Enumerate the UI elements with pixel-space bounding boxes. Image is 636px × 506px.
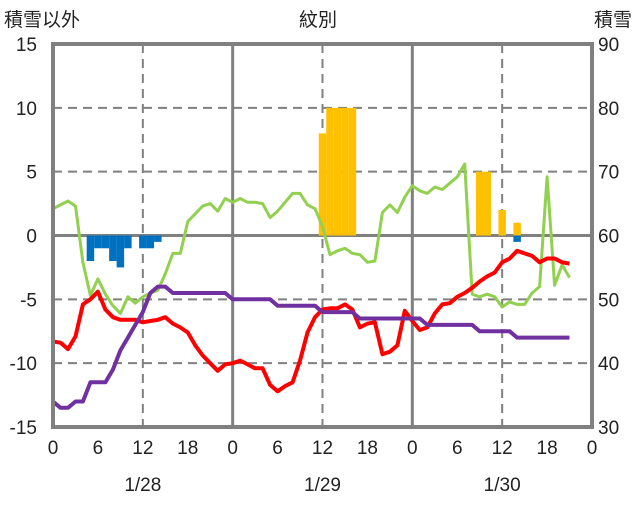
plot-frame — [51, 42, 594, 429]
purple-series-line — [51, 284, 570, 410]
right-tick-label: 60 — [598, 227, 619, 248]
right-tick-label: 30 — [598, 418, 619, 439]
decrease-bar — [139, 235, 147, 249]
left-axis-ticks: 15 10 5 0 -5 -10 -15 — [10, 35, 37, 439]
x-tick-label: 6 — [93, 438, 104, 459]
x-tick-label: 12 — [132, 438, 153, 459]
left-tick-label: 15 — [16, 35, 37, 56]
decrease-bar — [94, 235, 102, 249]
decrease-bar — [109, 235, 117, 262]
snowfall-bar — [341, 107, 349, 236]
date-label: 1/30 — [484, 475, 521, 496]
x-tick-label: 0 — [587, 438, 598, 459]
x-tick-label: 12 — [492, 438, 513, 459]
snowfall-bar — [475, 171, 484, 236]
decrease-bar — [116, 235, 125, 268]
snowfall-bar — [333, 107, 342, 236]
right-tick-label: 80 — [598, 99, 619, 120]
left-tick-label: 5 — [26, 163, 37, 184]
date-label: 1/29 — [304, 475, 341, 496]
x-tick-label: 0 — [407, 438, 418, 459]
x-tick-label: 0 — [227, 438, 238, 459]
snowfall-bar — [348, 107, 357, 236]
snowfall-bar — [498, 209, 506, 236]
chart-title: 紋別 — [299, 9, 337, 31]
red-series-line — [52, 248, 570, 394]
right-tick-label: 40 — [598, 354, 619, 375]
snowfall-bar — [483, 171, 491, 236]
decrease-bar — [146, 235, 155, 249]
series-lines — [51, 162, 571, 410]
right-axis-ticks: 90 80 70 60 50 40 30 — [598, 35, 619, 439]
x-tick-label: 18 — [177, 438, 198, 459]
decrease-bar — [513, 235, 521, 242]
date-label: 1/28 — [124, 475, 161, 496]
left-axis-title: 積雪以外 — [4, 9, 80, 31]
x-tick-label: 0 — [48, 438, 59, 459]
left-tick-label: -10 — [10, 354, 37, 375]
left-tick-label: -15 — [10, 418, 37, 439]
snowfall-bar — [513, 222, 521, 236]
x-tick-label: 6 — [272, 438, 283, 459]
decrease-bar — [124, 235, 132, 249]
snowfall-bar — [318, 133, 327, 236]
left-tick-label: 0 — [26, 227, 37, 248]
x-tick-label: 18 — [357, 438, 378, 459]
x-tick-label: 6 — [452, 438, 463, 459]
date-labels: 1/28 1/29 1/30 — [124, 475, 520, 496]
left-tick-label: -5 — [20, 290, 37, 311]
right-tick-label: 50 — [598, 290, 619, 311]
decrease-bar — [101, 235, 110, 249]
left-tick-label: 10 — [16, 99, 37, 120]
right-tick-label: 90 — [598, 35, 619, 56]
x-tick-label: 18 — [537, 438, 558, 459]
bars — [86, 107, 521, 268]
green-series-line — [52, 162, 571, 315]
snowfall-bar — [326, 107, 334, 236]
x-axis-ticks: 0 6 12 18 0 6 12 18 0 6 12 18 0 — [48, 438, 598, 459]
decrease-bar — [154, 235, 162, 242]
x-tick-label: 12 — [312, 438, 333, 459]
right-tick-label: 70 — [598, 163, 619, 184]
right-axis-title: 積雪 — [594, 9, 632, 31]
decrease-bar — [86, 235, 95, 262]
